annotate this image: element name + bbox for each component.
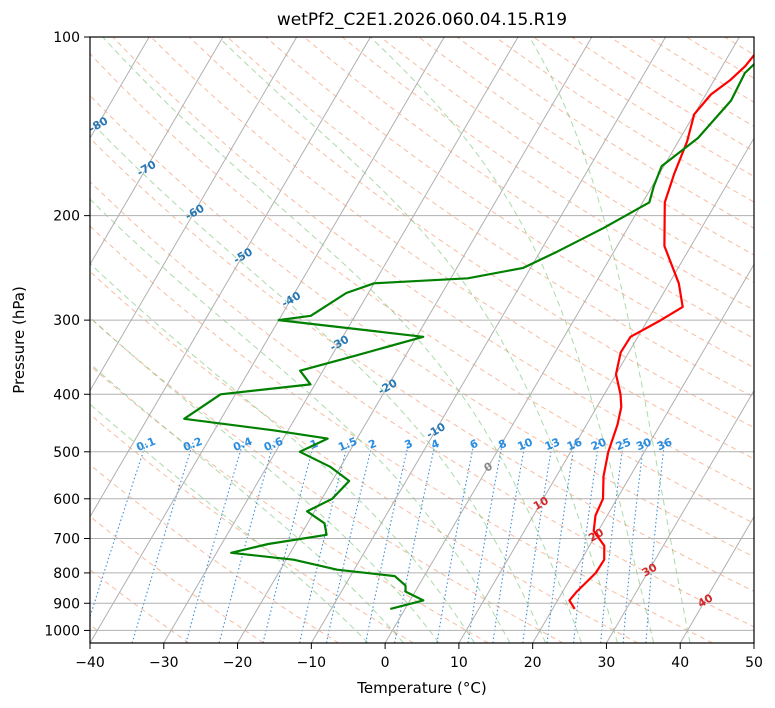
x-tick-label: −20 [223,655,253,671]
moist-adiabat-line [528,37,691,643]
x-axis-ticks: −40 −30 −20 −10 0 10 20 30 40 50 [75,643,763,671]
dry-adiabat-line [227,37,754,398]
y-tick-label: 700 [53,532,80,548]
moist-adiabat-line [102,37,582,643]
moist-adiabat-line [370,37,655,643]
y-tick-label: 500 [53,445,80,461]
mixing-ratio-label: 16 [565,435,584,453]
mixing-ratio-line [365,441,410,643]
dewpoint-profile-line [183,62,754,610]
y-tick-label: 900 [53,596,80,612]
mixing-ratio-line [218,441,275,643]
dry-adiabat-line [90,364,489,643]
mixing-ratio-label: 3 [403,437,415,452]
x-tick-label: −40 [75,655,105,671]
isotherm-line [90,37,445,643]
mixing-ratio-line [492,441,526,643]
dry-adiabat-line [90,515,264,643]
mixing-ratio-label: 2 [367,437,379,452]
y-tick-label: 800 [53,566,80,582]
mixing-ratio-label: 25 [614,435,633,453]
isotherm-line [310,37,667,643]
moist-adiabat-line [90,316,440,643]
mixing-ratio-label: 13 [543,435,562,453]
mixing-ratio-line [600,441,625,643]
mixing-ratio-line [436,441,475,643]
x-tick-label: 10 [450,655,468,671]
y-tick-label: 300 [53,313,80,329]
mixing-ratio-label: 20 [589,435,608,453]
isotherm-line [384,37,740,643]
mixing-ratio-line [645,441,666,643]
dry-adiabat-line [90,317,564,643]
dry-adiabat-line [90,270,639,643]
dry-adiabat-line [265,37,754,369]
y-tick-label: 100 [53,30,80,46]
mixing-ratio-label: 10 [516,435,535,453]
x-axis-title: Temperature (°C) [356,679,486,697]
mixing-ratio-line [299,441,349,643]
temperature-profile-line [568,53,754,610]
x-tick-label: −10 [297,655,327,671]
moist-adiabat-line [90,120,547,643]
mixing-ratio-line [325,441,374,643]
mixing-ratio-label: 36 [655,435,674,453]
y-axis-title: Pressure (hPa) [10,286,28,394]
moist-adiabat-line [90,262,475,643]
mixing-ratio-line [467,441,504,643]
moist-adiabat-line [90,198,511,643]
isotherm-line [90,37,224,266]
x-tick-label: 30 [598,655,616,671]
chart-title: wetPf2_C2E1.2026.060.04.15.R19 [277,10,567,30]
profile-series [183,53,754,610]
x-tick-label: 0 [381,655,390,671]
mixing-ratio-line [572,441,600,643]
dry-adiabat-line [90,137,754,593]
mixing-ratio-line [522,441,554,643]
x-tick-label: 20 [524,655,542,671]
dry-adiabat-line [380,37,754,283]
y-tick-label: 200 [53,209,80,225]
dry-adiabat-line [341,37,754,311]
isotherm-line [163,37,519,643]
y-tick-label: 600 [53,492,80,508]
mixing-ratio-line [131,441,195,643]
x-tick-label: −30 [149,655,179,671]
x-tick-label: 40 [671,655,689,671]
dry-adiabat-line [90,413,414,643]
plot-frame [89,36,755,644]
isotherm-line [458,137,754,643]
isotherm-line [532,263,754,643]
x-tick-label: 50 [745,655,763,671]
moist-adiabat-line [90,403,369,643]
dry-adiabat-line [303,37,754,340]
isotherm-line [606,389,754,643]
isotherm-line [679,515,754,643]
mixing-ratio-label: 8 [497,437,509,452]
isotherm-line [90,37,298,392]
isotherm-line [90,37,371,518]
dry-adiabat-line [188,37,754,429]
y-axis-ticks: 100 200 300 400 500 600 700 800 900 1000 [44,30,90,639]
mixing-ratio-line [185,441,244,643]
y-tick-label: 400 [53,387,80,403]
mixing-ratio-line [262,441,316,643]
mixing-ratio-label: 30 [634,435,653,453]
y-tick-label: 1000 [44,623,80,639]
dry-adiabat-line [90,52,754,524]
mixing-ratio-line [622,441,645,643]
mixing-ratio-line [546,441,576,643]
